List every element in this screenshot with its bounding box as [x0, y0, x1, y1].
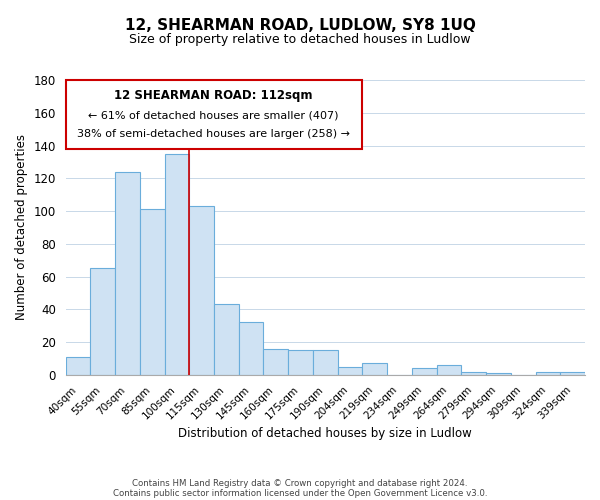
Bar [115, 172, 140, 375]
Bar [288, 350, 313, 375]
Bar [313, 350, 338, 375]
Text: Contains HM Land Registry data © Crown copyright and database right 2024.: Contains HM Land Registry data © Crown c… [132, 478, 468, 488]
Bar [140, 210, 164, 375]
Bar [65, 357, 91, 375]
Bar [190, 206, 214, 375]
Text: 12 SHEARMAN ROAD: 112sqm: 12 SHEARMAN ROAD: 112sqm [115, 89, 313, 102]
Y-axis label: Number of detached properties: Number of detached properties [15, 134, 28, 320]
Bar [239, 322, 263, 375]
Bar [338, 366, 362, 375]
Bar [263, 348, 288, 375]
Bar [486, 373, 511, 375]
Bar [412, 368, 437, 375]
Bar [536, 372, 560, 375]
X-axis label: Distribution of detached houses by size in Ludlow: Distribution of detached houses by size … [178, 427, 472, 440]
Bar [164, 154, 190, 375]
Text: Size of property relative to detached houses in Ludlow: Size of property relative to detached ho… [129, 32, 471, 46]
Bar [461, 372, 486, 375]
FancyBboxPatch shape [65, 80, 362, 150]
Bar [91, 268, 115, 375]
Bar [214, 304, 239, 375]
Text: 12, SHEARMAN ROAD, LUDLOW, SY8 1UQ: 12, SHEARMAN ROAD, LUDLOW, SY8 1UQ [125, 18, 475, 32]
Bar [437, 365, 461, 375]
Bar [560, 372, 585, 375]
Text: ← 61% of detached houses are smaller (407): ← 61% of detached houses are smaller (40… [88, 111, 339, 121]
Bar [362, 364, 387, 375]
Text: Contains public sector information licensed under the Open Government Licence v3: Contains public sector information licen… [113, 488, 487, 498]
Text: 38% of semi-detached houses are larger (258) →: 38% of semi-detached houses are larger (… [77, 128, 350, 138]
